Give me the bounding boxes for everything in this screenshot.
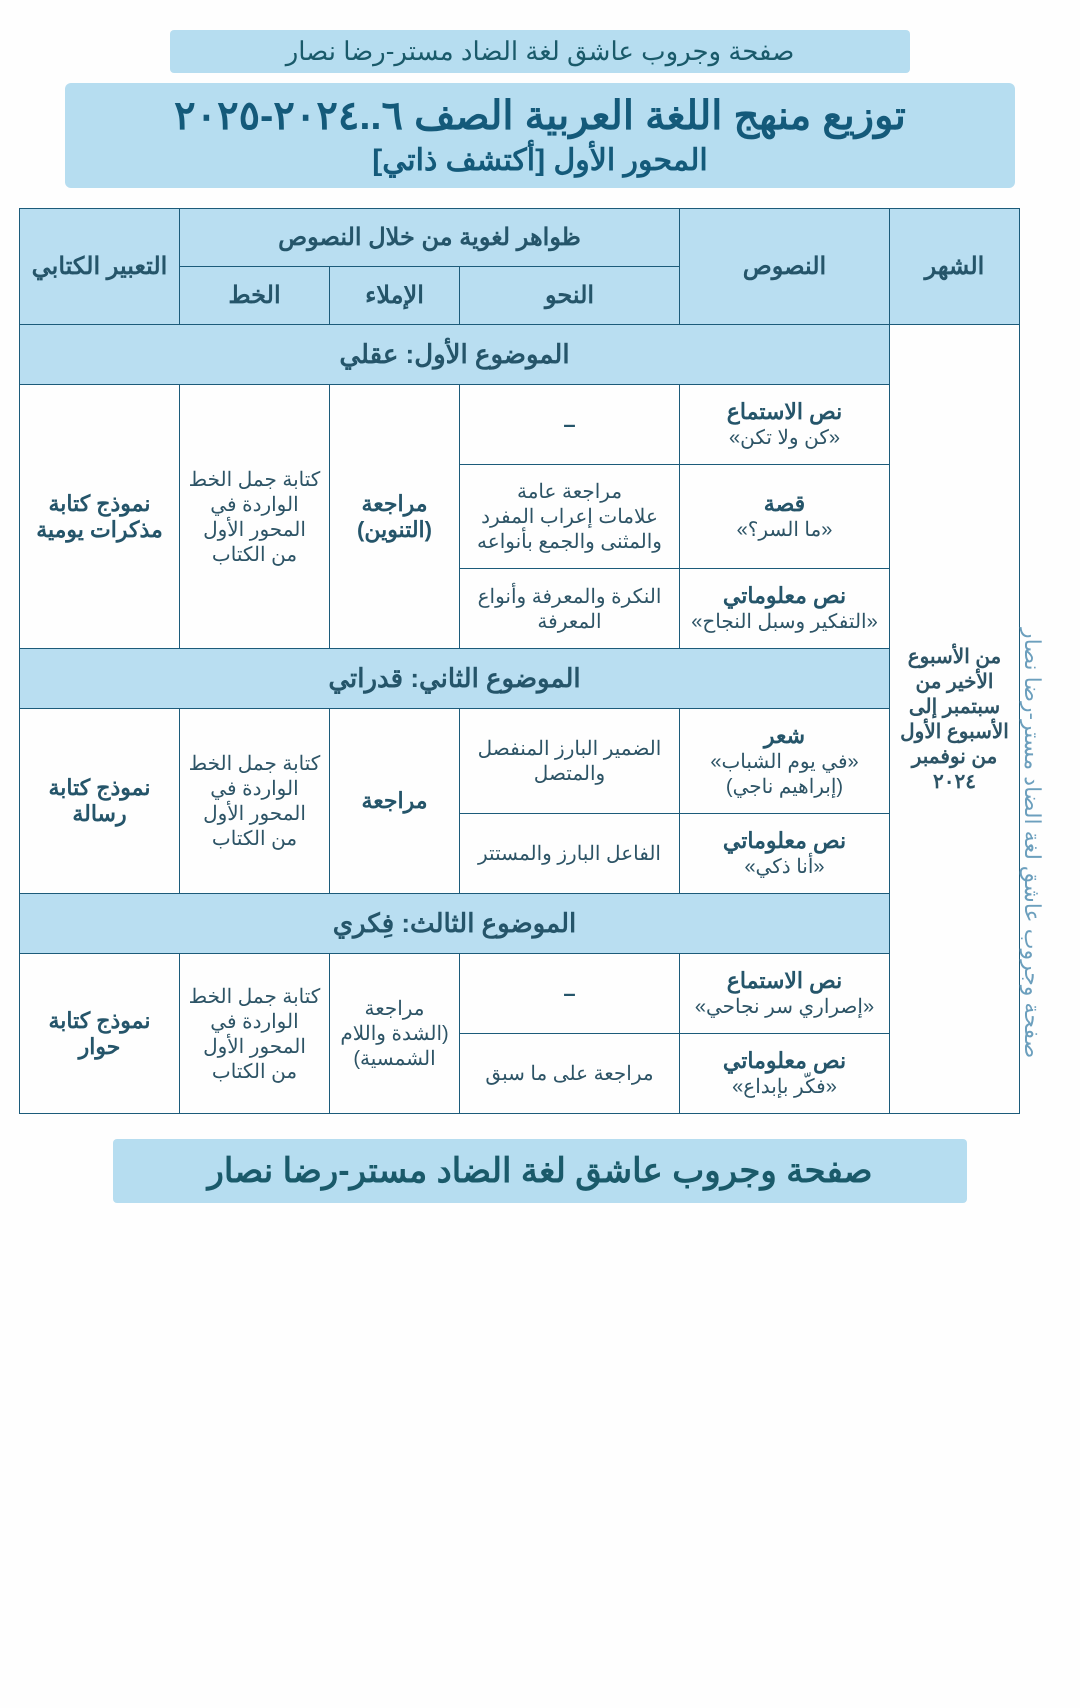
t3-expr: نموذج كتابة حوار xyxy=(19,954,179,1114)
t1r3-text: نص معلوماتي «التفكير وسبل النجاح» xyxy=(680,569,890,649)
t3r2-text-b: «فكّر بإبداع» xyxy=(688,1074,881,1099)
t2r2-nahw: الفاعل البارز والمستتر xyxy=(460,814,680,894)
col-imla: الإملاء xyxy=(330,267,460,325)
col-month: الشهر xyxy=(890,209,1020,325)
t2-khat: كتابة جمل الخط الواردة في المحور الأول م… xyxy=(179,709,329,894)
t2r2-text-a: نص معلوماتي xyxy=(688,828,881,854)
t1r2-text: قصة «ما السر؟» xyxy=(680,465,890,569)
table-container: صفحة وجروب عاشق لغة الضاد مستر-رضا نصار … xyxy=(60,208,1020,1114)
t1r3-text-a: نص معلوماتي xyxy=(688,583,881,609)
t2-expr: نموذج كتابة رسالة xyxy=(19,709,179,894)
t1r1-text-a: نص الاستماع xyxy=(688,399,881,425)
main-title: توزيع منهج اللغة العربية الصف ٦..٢٠٢٤-٢٠… xyxy=(65,83,1015,188)
col-texts: النصوص xyxy=(680,209,890,325)
col-khat: الخط xyxy=(179,267,329,325)
t2r1-text-a: شعر xyxy=(688,723,881,749)
t1r1-nahw: – xyxy=(460,385,680,465)
topic1-band-row: من الأسبوع الأخير من سبتمبر إلى الأسبوع … xyxy=(19,325,1019,385)
t1r1-text: نص الاستماع «كن ولا تكن» xyxy=(680,385,890,465)
t3-khat: كتابة جمل الخط الواردة في المحور الأول م… xyxy=(179,954,329,1114)
t1r1-text-b: «كن ولا تكن» xyxy=(688,425,881,450)
footer-bar: صفحة وجروب عاشق لغة الضاد مستر-رضا نصار xyxy=(113,1139,967,1203)
topic3-band-row: الموضوع الثالث: فِكري xyxy=(19,894,1019,954)
curriculum-table: الشهر النصوص ظواهر لغوية من خلال النصوص … xyxy=(19,208,1020,1114)
topic1-title: الموضوع الأول: عقلي xyxy=(19,325,889,385)
t3r1-text-b: «إصراري سر نجاحي» xyxy=(688,994,881,1019)
t3r2-text-a: نص معلوماتي xyxy=(688,1048,881,1074)
t1-khat: كتابة جمل الخط الواردة في المحور الأول م… xyxy=(179,385,329,649)
t3r1-text: نص الاستماع «إصراري سر نجاحي» xyxy=(680,954,890,1034)
t1r2-nahw: مراجعة عامة علامات إعراب المفرد والمثنى … xyxy=(460,465,680,569)
col-nahw: النحو xyxy=(460,267,680,325)
t1r2-text-b: «ما السر؟» xyxy=(688,517,881,542)
t2-imla: مراجعة xyxy=(330,709,460,894)
t2r1-text: شعر «في يوم الشباب» (إبراهيم ناجي) xyxy=(680,709,890,814)
t2r1-nahw: الضمير البارز المنفصل والمتصل xyxy=(460,709,680,814)
t2r2-text: نص معلوماتي «أنا ذكي» xyxy=(680,814,890,894)
side-watermark: صفحة وجروب عاشق لغة الضاد مستر-رضا نصار xyxy=(1019,628,1045,1058)
t1r2-text-a: قصة xyxy=(688,491,881,517)
header-text: صفحة وجروب عاشق لغة الضاد مستر-رضا نصار xyxy=(286,36,795,66)
header-bar: صفحة وجروب عاشق لغة الضاد مستر-رضا نصار xyxy=(170,30,910,73)
t1-imla: مراجعة (التنوين) xyxy=(330,385,460,649)
title-line1: توزيع منهج اللغة العربية الصف ٦..٢٠٢٤-٢٠… xyxy=(75,93,1005,139)
t2-row1: شعر «في يوم الشباب» (إبراهيم ناجي) الضمي… xyxy=(19,709,1019,814)
header-row-1: الشهر النصوص ظواهر لغوية من خلال النصوص … xyxy=(19,209,1019,267)
page: صفحة وجروب عاشق لغة الضاد مستر-رضا نصار … xyxy=(0,0,1080,1708)
month-cell: من الأسبوع الأخير من سبتمبر إلى الأسبوع … xyxy=(890,325,1020,1114)
t1-expr: نموذج كتابة مذكرات يومية xyxy=(19,385,179,649)
topic2-band-row: الموضوع الثاني: قدراتي xyxy=(19,649,1019,709)
t3r2-nahw: مراجعة على ما سبق xyxy=(460,1034,680,1114)
t1-row1: نص الاستماع «كن ولا تكن» – مراجعة (التنو… xyxy=(19,385,1019,465)
t2r2-text-b: «أنا ذكي» xyxy=(688,854,881,879)
t3r1-text-a: نص الاستماع xyxy=(688,968,881,994)
topic2-title: الموضوع الثاني: قدراتي xyxy=(19,649,889,709)
t3-row1: نص الاستماع «إصراري سر نجاحي» – مراجعة (… xyxy=(19,954,1019,1034)
t3r2-text: نص معلوماتي «فكّر بإبداع» xyxy=(680,1034,890,1114)
t3r1-nahw: – xyxy=(460,954,680,1034)
t3-imla: مراجعة (الشدة واللام الشمسية) xyxy=(330,954,460,1114)
footer-text: صفحة وجروب عاشق لغة الضاد مستر-رضا نصار xyxy=(207,1152,872,1190)
t2r1-text-c: (إبراهيم ناجي) xyxy=(688,774,881,799)
col-expr: التعبير الكتابي xyxy=(19,209,179,325)
col-lang-phen: ظواهر لغوية من خلال النصوص xyxy=(179,209,679,267)
t1r3-text-b: «التفكير وسبل النجاح» xyxy=(688,609,881,634)
title-line2: المحور الأول [أكتشف ذاتي] xyxy=(75,143,1005,178)
t2r1-text-b: «في يوم الشباب» xyxy=(688,749,881,774)
topic3-title: الموضوع الثالث: فِكري xyxy=(19,894,889,954)
t1r3-nahw: النكرة والمعرفة وأنواع المعرفة xyxy=(460,569,680,649)
